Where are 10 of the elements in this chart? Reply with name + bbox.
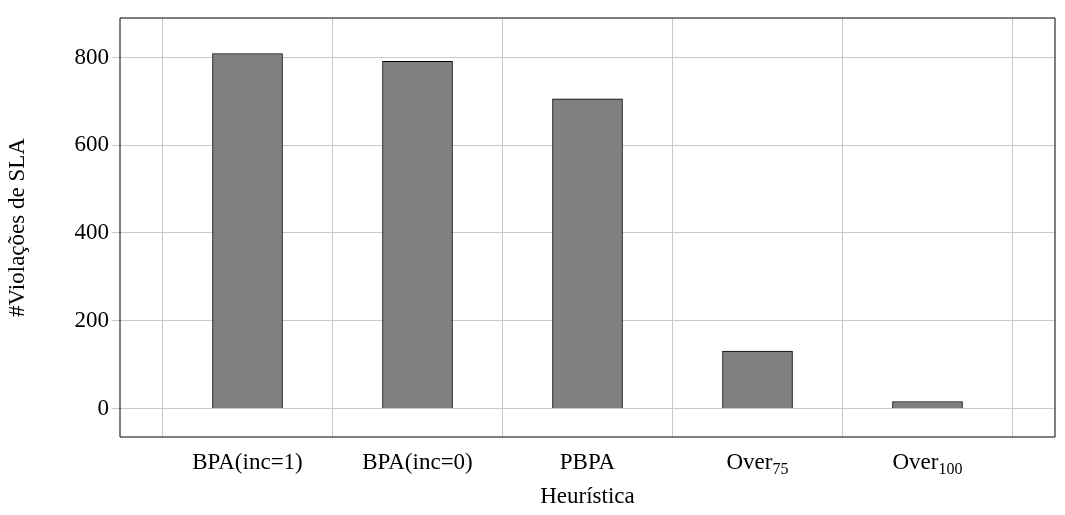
y-tick-label: 200 — [74, 306, 109, 332]
y-tick-label: 600 — [74, 131, 109, 157]
y-tick-label: 0 — [97, 394, 109, 420]
x-axis-title: Heurística — [540, 483, 635, 509]
x-tick-label: BPA(inc=0) — [362, 449, 473, 474]
y-tick-label: 800 — [74, 43, 109, 69]
x-tick-label: PBPA — [559, 449, 616, 474]
y-axis-title: #Violações de SLA — [3, 137, 29, 317]
y-tick-label: 400 — [74, 219, 109, 245]
x-tick-label: BPA(inc=1) — [192, 449, 303, 474]
